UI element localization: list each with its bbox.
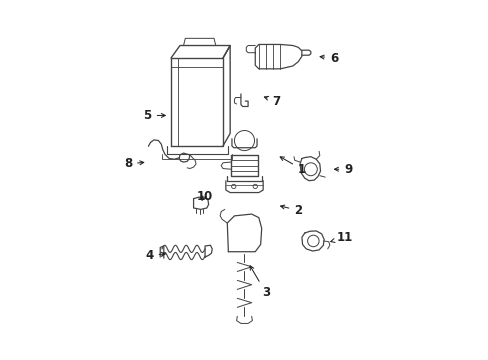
Text: 4: 4: [145, 249, 165, 262]
Text: 3: 3: [249, 266, 269, 300]
Text: 6: 6: [320, 51, 338, 64]
Text: 1: 1: [280, 157, 305, 176]
Text: 5: 5: [143, 109, 165, 122]
Text: 7: 7: [264, 95, 280, 108]
Text: 8: 8: [123, 157, 143, 170]
Text: 2: 2: [280, 204, 302, 217]
Text: 10: 10: [197, 190, 213, 203]
Text: 9: 9: [334, 163, 352, 176]
Text: 11: 11: [330, 231, 352, 244]
